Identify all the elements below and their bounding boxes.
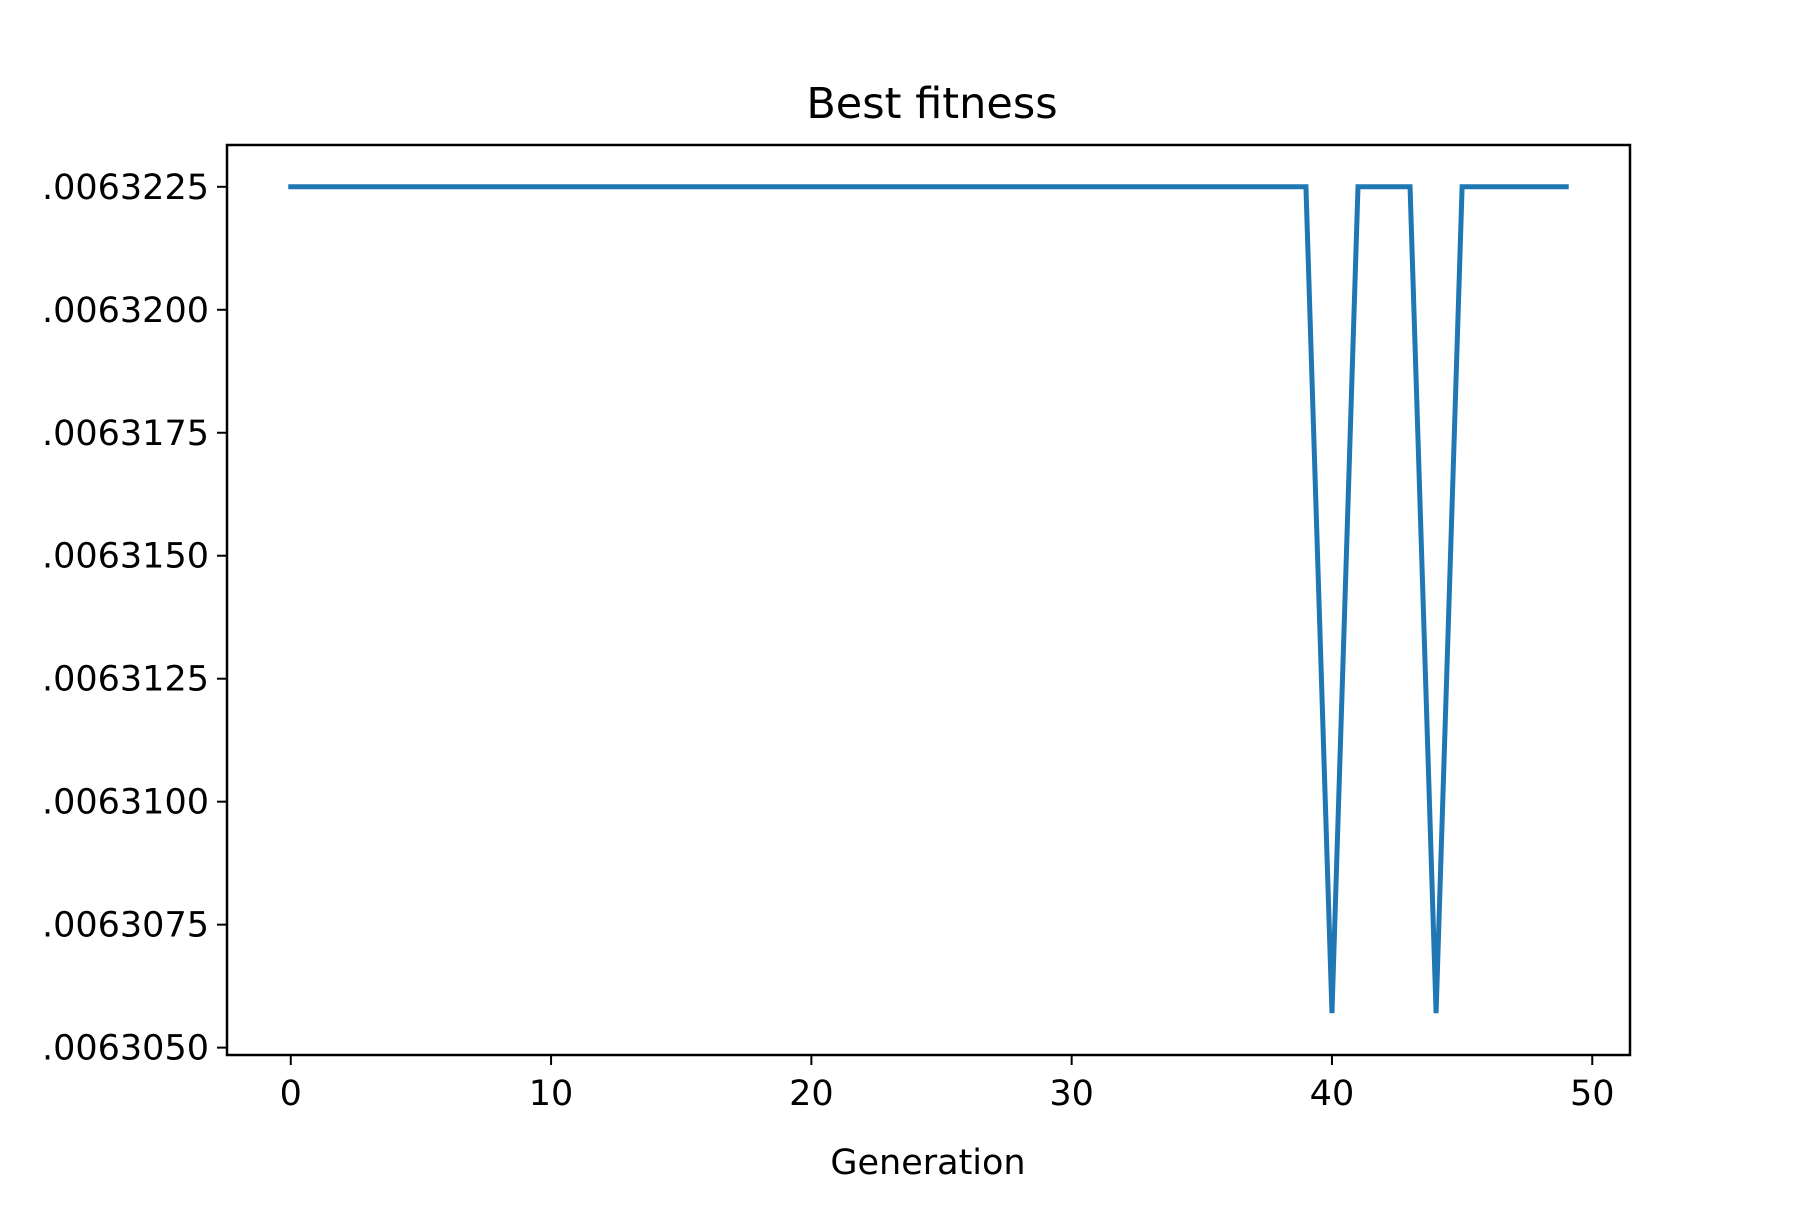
- axes-frame: [225, 143, 1632, 1057]
- x-tick-label: 0: [280, 1074, 302, 1114]
- y-tick-label: .0063075: [42, 906, 209, 946]
- y-tick-label: .0063050: [42, 1029, 209, 1069]
- y-tick-label: .0063225: [42, 168, 209, 208]
- y-tick-label: .0063175: [42, 414, 209, 454]
- y-tick-label: .0063125: [42, 660, 209, 700]
- x-axis: 0 10 20 30 40 50: [280, 1055, 1615, 1114]
- x-axis-label: Generation: [830, 1143, 1025, 1183]
- x-tick-label: 30: [1049, 1074, 1094, 1114]
- x-tick-label: 50: [1570, 1074, 1615, 1114]
- x-tick-label: 40: [1310, 1074, 1355, 1114]
- x-tick-label: 10: [529, 1074, 574, 1114]
- plot-area: [288, 184, 1569, 1014]
- y-tick-label: .0063100: [42, 783, 209, 823]
- y-tick-label: .0063150: [42, 537, 209, 577]
- x-tick-label: 20: [789, 1074, 834, 1114]
- chart-title: Best fitness: [806, 79, 1057, 129]
- series-line-0: [288, 184, 1569, 1014]
- y-tick-label: .0063200: [42, 291, 209, 331]
- y-axis: .0063050 .0063075 .0063100 .0063125 .0063150…: [42, 168, 227, 1069]
